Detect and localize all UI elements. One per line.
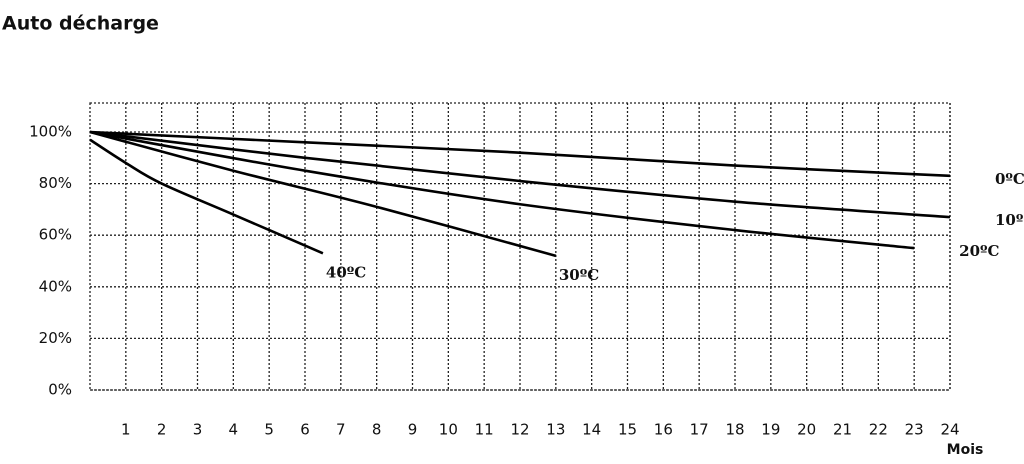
x-tick-label: 13 xyxy=(546,421,565,439)
x-tick-label: 16 xyxy=(654,421,673,439)
x-tick-label: 18 xyxy=(725,421,744,439)
x-tick-label: 24 xyxy=(940,421,959,439)
x-tick-label: 10 xyxy=(439,421,458,439)
x-tick-label: 11 xyxy=(475,421,494,439)
x-tick-label: 22 xyxy=(869,421,888,439)
y-tick-label: 80% xyxy=(39,174,72,192)
x-tick-label: 15 xyxy=(618,421,637,439)
y-tick-label: 20% xyxy=(39,329,72,347)
series-label: 20ºC xyxy=(959,242,999,260)
y-tick-label: 0% xyxy=(48,381,72,399)
y-tick-label: 40% xyxy=(39,277,72,295)
series-line xyxy=(89,130,951,219)
y-tick-label: 100% xyxy=(29,123,72,141)
x-tick-label: 9 xyxy=(408,421,418,439)
x-tick-label: 17 xyxy=(690,421,709,439)
x-tick-label: 1 xyxy=(121,421,131,439)
series-label: 0ºC xyxy=(995,170,1024,188)
series-label: 40ºC xyxy=(326,263,366,281)
x-tick-label: 4 xyxy=(229,421,239,439)
x-tick-label: 7 xyxy=(336,421,346,439)
x-tick-label: 21 xyxy=(833,421,852,439)
x-tick-label: 6 xyxy=(300,421,310,439)
x-tick-label: 23 xyxy=(905,421,924,439)
y-tick-label: 60% xyxy=(39,226,72,244)
x-tick-label: 5 xyxy=(264,421,274,439)
x-tick-label: 12 xyxy=(510,421,529,439)
series-line xyxy=(89,138,324,255)
x-tick-label: 8 xyxy=(372,421,382,439)
series-line xyxy=(89,130,915,250)
x-axis-label: Mois xyxy=(947,442,984,458)
x-tick-label: 19 xyxy=(761,421,780,439)
series-label: 30ºC xyxy=(559,266,599,284)
x-tick-label: 20 xyxy=(797,421,816,439)
series-line xyxy=(89,130,557,258)
series-label: 10ºC xyxy=(995,211,1024,229)
x-tick-label: 2 xyxy=(157,421,167,439)
x-tick-label: 3 xyxy=(193,421,203,439)
series-line xyxy=(89,130,951,178)
chart-title: Auto décharge xyxy=(2,13,159,35)
x-tick-label: 14 xyxy=(582,421,601,439)
